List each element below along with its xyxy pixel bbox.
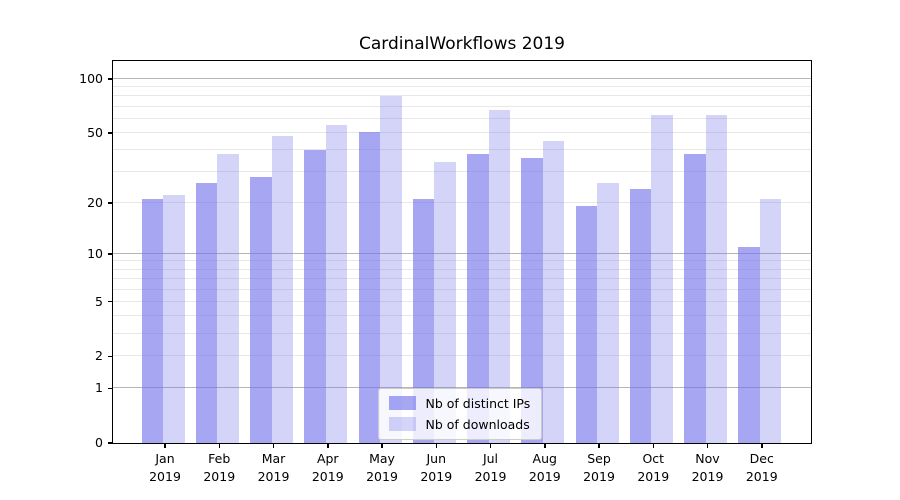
x-tick-label-mar: Mar 2019: [257, 451, 290, 484]
y-tick-mark-2: [108, 355, 113, 358]
x-tick-label-dec: Dec 2019: [745, 451, 778, 484]
bar-downloads-aug: [542, 140, 565, 443]
x-tick-mark-apr: [327, 443, 329, 448]
x-tick-label-aug: Aug 2019: [528, 451, 561, 484]
gridline-minor-20: [112, 201, 811, 203]
y-tick-label-20: 20: [87, 194, 103, 210]
gridline-minor-5: [112, 300, 811, 302]
x-tick-mark-oct: [652, 443, 654, 448]
bar-downloads-mar: [271, 135, 293, 443]
bar-downloads-oct: [651, 114, 673, 443]
gridline-minor-80: [112, 95, 811, 97]
x-tick-label-apr: Apr 2019: [311, 451, 344, 484]
y-tick-label-100: 100: [79, 71, 103, 87]
bar-distinct-ips-jan: [141, 198, 163, 443]
bar-downloads-jun: [434, 162, 456, 443]
x-tick-mark-nov: [706, 443, 709, 448]
x-tick-label-nov: Nov 2019: [691, 451, 724, 484]
y-tick-mark-100: [108, 78, 113, 80]
bar-distinct-ips-dec: [738, 246, 760, 443]
legend-label-distinct-ips: Nb of distinct IPs: [425, 395, 531, 411]
plot-area: Nb of distinct IPs Nb of downloads: [111, 59, 812, 444]
y-tick-label-0: 0: [95, 435, 103, 450]
y-tick-mark-1: [108, 387, 113, 390]
gridline-minor-3: [112, 332, 811, 334]
gridline-minor-9: [112, 260, 811, 262]
gridline-minor-90: [112, 86, 811, 88]
gridline-minor-7: [112, 278, 811, 280]
x-tick-mark-sep: [598, 443, 600, 448]
legend-item-distinct-ips: Nb of distinct IPs: [388, 395, 531, 411]
x-tick-mark-jun: [435, 443, 437, 448]
gridline-minor-70: [112, 105, 811, 107]
gridline-minor-60: [112, 117, 811, 119]
gridline-minor-6: [112, 288, 811, 290]
legend: Nb of distinct IPs Nb of downloads: [377, 387, 543, 440]
x-tick-label-feb: Feb 2019: [203, 451, 236, 484]
x-tick-mark-aug: [544, 443, 546, 448]
y-tick-label-10: 10: [87, 245, 103, 261]
gridline-minor-40: [112, 149, 811, 151]
x-tick-label-may: May 2019: [366, 451, 398, 484]
y-tick-mark-10: [108, 253, 113, 255]
x-tick-mark-mar: [272, 443, 275, 448]
x-tick-mark-may: [381, 443, 383, 448]
bar-distinct-ips-oct: [629, 188, 652, 443]
bar-distinct-ips-apr: [304, 149, 326, 443]
bar-distinct-ips-mar: [250, 176, 272, 443]
gridline-minor-2: [112, 355, 811, 357]
bar-distinct-ips-may: [358, 132, 380, 443]
legend-label-downloads: Nb of downloads: [425, 416, 530, 432]
legend-swatch-distinct-ips: [388, 396, 416, 410]
gridline-minor-8: [112, 268, 811, 270]
x-tick-label-oct: Oct 2019: [637, 451, 670, 484]
bar-distinct-ips-feb: [195, 182, 218, 443]
x-tick-mark-jul: [489, 443, 492, 448]
bar-downloads-nov: [705, 114, 727, 443]
y-tick-mark-5: [108, 300, 113, 303]
bar-distinct-ips-jun: [412, 198, 435, 443]
x-tick-label-sep: Sep 2019: [583, 451, 615, 484]
bar-distinct-ips-nov: [684, 153, 706, 443]
bar-distinct-ips-sep: [575, 206, 597, 443]
y-tick-label-50: 50: [87, 124, 103, 140]
x-tick-label-jun: Jun 2019: [420, 451, 453, 484]
y-tick-mark-20: [108, 202, 113, 204]
bar-downloads-may: [380, 95, 402, 443]
y-tick-label-2: 2: [95, 348, 103, 364]
x-tick-label-jul: Jul 2019: [474, 451, 507, 484]
bar-downloads-sep: [597, 182, 619, 443]
x-tick-mark-feb: [218, 443, 220, 448]
bar-downloads-apr: [325, 125, 348, 443]
y-tick-mark-0: [108, 442, 113, 444]
bar-downloads-jul: [488, 109, 510, 443]
gridline-major-10: [112, 252, 811, 254]
x-tick-mark-jan: [164, 443, 166, 448]
bar-downloads-dec: [759, 198, 782, 443]
bar-downloads-feb: [217, 153, 239, 443]
y-tick-label-1: 1: [95, 380, 103, 396]
bar-downloads-jan: [163, 195, 185, 443]
gridline-minor-30: [112, 171, 811, 173]
legend-item-downloads: Nb of downloads: [388, 416, 531, 432]
gridline-minor-50: [112, 131, 811, 133]
bar-distinct-ips-aug: [521, 157, 543, 443]
x-tick-label-jan: Jan 2019: [149, 451, 181, 484]
x-tick-mark-dec: [761, 443, 763, 448]
gridline-minor-4: [112, 315, 811, 317]
gridline-major-100: [112, 78, 811, 80]
chart-title: CardinalWorkflows 2019: [359, 34, 565, 54]
bar-distinct-ips-jul: [467, 153, 489, 443]
y-tick-mark-50: [108, 132, 113, 134]
legend-swatch-downloads: [388, 417, 416, 431]
y-tick-label-5: 5: [95, 293, 103, 309]
